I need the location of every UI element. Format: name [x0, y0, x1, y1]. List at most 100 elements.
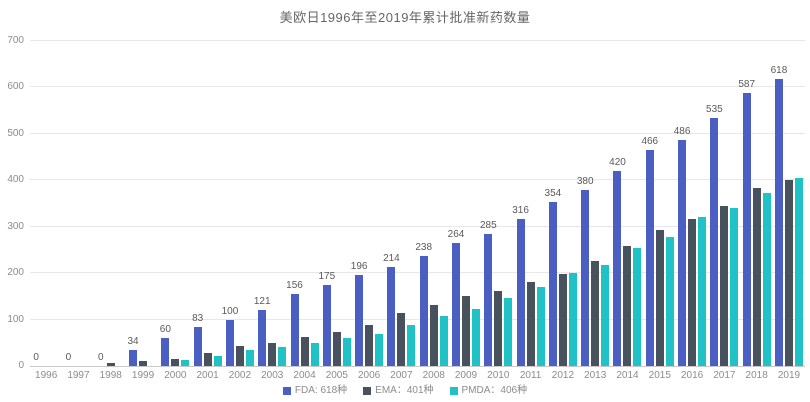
bar-pmda-2013 — [601, 264, 610, 366]
x-axis-tick-label-1997: 1997 — [67, 370, 90, 381]
bar-ema-2014 — [623, 246, 632, 366]
gridline-100 — [30, 318, 805, 320]
y-axis-tick-label-400: 400 — [7, 174, 24, 186]
bar-fda-2001 — [193, 327, 202, 366]
bar-pmda-2008 — [439, 315, 448, 366]
bar-ema-1999 — [139, 361, 148, 366]
legend-item-pmda[interactable]: PMDA：406种 — [449, 386, 527, 396]
bar-fda-2015 — [645, 149, 654, 366]
bar-group-2005: 175 — [318, 41, 353, 366]
bar-value-label-2001: 83 — [192, 313, 204, 325]
x-axis-tick-label-1998: 1998 — [99, 370, 122, 381]
bar-value-label-2000: 60 — [159, 324, 171, 336]
bar-pmda-2002 — [245, 349, 254, 366]
bar-ema-2019 — [784, 179, 793, 366]
bar-pmda-2012 — [568, 273, 577, 366]
y-axis: 0 100 200 300 400 500 600 700 — [0, 36, 24, 371]
bar-value-label-2002: 100 — [221, 305, 239, 317]
x-axis-tick-label-2012: 2012 — [551, 370, 575, 381]
x-axis-tick-label-2003: 2003 — [261, 370, 284, 381]
bar-group-2018: 587 — [738, 41, 773, 366]
bar-value-label-2016: 486 — [673, 126, 691, 138]
bar-value-label-2011: 316 — [512, 205, 529, 217]
legend-label-fda: FDA: 618种 — [294, 385, 348, 396]
bar-ema-2001 — [203, 353, 212, 366]
legend-label-ema: EMA：401种 — [375, 385, 434, 396]
bar-fda-2002 — [225, 319, 234, 366]
bar-ema-2008 — [429, 305, 438, 366]
bar-value-label-1997: 0 — [65, 352, 72, 363]
bar-value-label-2012: 354 — [544, 187, 562, 199]
chart-title: 美欧日1996年至2019年累计批准新药数量 — [279, 10, 531, 25]
bar-group-2002: 100 — [221, 41, 256, 366]
bar-groups: 0 0 0 34 60 83 100 121 156 175 196 214 238 264 285 316 3… — [30, 41, 805, 366]
y-axis-tick-label-0: 0 — [18, 360, 24, 371]
bar-group-2001: 83 — [191, 41, 223, 366]
bar-group-2003: 121 — [254, 41, 288, 366]
bar-group-2006: 196 — [351, 41, 385, 366]
x-axis-tick-label-2015: 2015 — [648, 370, 671, 381]
gridline-300 — [30, 225, 805, 227]
bar-ema-2018 — [752, 187, 761, 366]
bar-value-label-2014: 420 — [609, 157, 626, 168]
bar-ema-2003 — [268, 342, 277, 366]
bar-fda-2000 — [161, 338, 170, 366]
y-axis-tick-label-100: 100 — [7, 313, 24, 325]
bar-pmda-2004 — [310, 342, 319, 366]
bar-group-2012: 354 — [544, 41, 579, 366]
bar-group-2019: 618 — [770, 41, 805, 366]
legend: FDA: 618种 EMA：401种 PMDA：406种 — [0, 386, 810, 396]
bar-fda-2014 — [613, 171, 622, 366]
gridline-400 — [30, 179, 805, 181]
bar-fda-2009 — [452, 243, 460, 366]
bar-fda-2006 — [355, 275, 364, 366]
x-axis-tick-label-2018: 2018 — [745, 370, 768, 381]
y-axis-tick-label-500: 500 — [7, 127, 24, 139]
bar-value-label-2009: 264 — [447, 229, 465, 241]
bar-fda-2007 — [387, 266, 396, 366]
x-axis-tick-label-2019: 2019 — [777, 370, 801, 381]
bar-value-label-2015: 466 — [641, 135, 659, 147]
x-axis-tick-label-2002: 2002 — [228, 370, 252, 381]
bar-pmda-2016 — [698, 217, 707, 366]
bar-group-2000: 60 — [159, 41, 191, 366]
bar-group-2010: 285 — [480, 41, 514, 366]
x-axis-tick-label-1999: 1999 — [131, 370, 155, 381]
bar-ema-2015 — [655, 229, 664, 366]
bar-pmda-2011 — [536, 287, 545, 366]
bar-ema-2012 — [558, 273, 567, 366]
bar-pmda-2010 — [504, 298, 513, 366]
bar-fda-2010 — [484, 233, 493, 366]
bar-ema-2016 — [688, 218, 697, 366]
bar-group-2004: 156 — [286, 41, 320, 366]
bar-fda-2016 — [678, 140, 687, 366]
gridline-500 — [30, 132, 805, 134]
x-axis-tick-label-2008: 2008 — [422, 370, 445, 381]
bar-ema-2009 — [462, 296, 470, 366]
bar-value-label-2019: 618 — [770, 65, 788, 77]
legend-item-ema[interactable]: EMA：401种 — [363, 385, 434, 396]
bar-group-2015: 466 — [641, 41, 676, 366]
bar-pmda-2009 — [472, 309, 480, 366]
bar-pmda-2007 — [407, 324, 416, 366]
legend-marker-pmda — [449, 387, 458, 395]
bar-fda-1999 — [129, 350, 138, 366]
bar-group-2017: 535 — [706, 41, 740, 366]
bar-group-2016: 486 — [673, 41, 708, 366]
bar-pmda-2015 — [665, 237, 674, 366]
plot-area: 0 0 0 34 60 83 100 121 156 175 196 214 238 264 285 316 3… — [30, 40, 805, 367]
legend-item-fda[interactable]: FDA: 618种 — [282, 385, 348, 396]
bar-group-2007: 214 — [383, 41, 417, 366]
bar-ema-2013 — [591, 260, 600, 366]
bar-pmda-2017 — [730, 208, 739, 366]
bar-pmda-2001 — [213, 355, 222, 366]
bar-fda-2008 — [419, 255, 428, 366]
x-axis-tick-label-2000: 2000 — [164, 370, 187, 381]
y-axis-tick-label-600: 600 — [7, 81, 24, 93]
bar-fda-2003 — [258, 309, 267, 366]
x-axis-tick-label-2014: 2014 — [616, 370, 639, 381]
y-axis-tick-label-700: 700 — [7, 35, 24, 46]
bar-value-label-2017: 535 — [706, 103, 723, 115]
bar-fda-2005 — [322, 284, 331, 366]
bar-fda-2019 — [774, 79, 783, 366]
